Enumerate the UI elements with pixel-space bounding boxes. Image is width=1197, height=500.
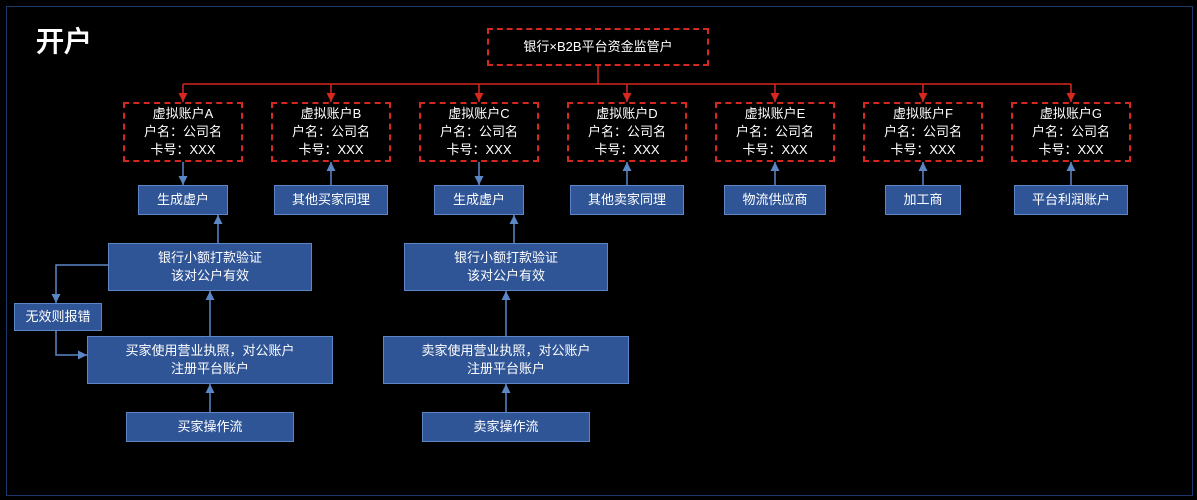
node-error: 无效则报错 xyxy=(14,303,102,331)
node-other_d: 其他卖家同理 xyxy=(570,185,684,215)
node-va_c: 虚拟账户C 户名：公司名 卡号：XXX xyxy=(419,102,539,162)
node-va_e: 虚拟账户E 户名：公司名 卡号：XXX xyxy=(715,102,835,162)
page-title: 开户 xyxy=(36,20,92,60)
node-va_b: 虚拟账户B 户名：公司名 卡号：XXX xyxy=(271,102,391,162)
node-processor: 加工商 xyxy=(885,185,961,215)
node-va_a: 虚拟账户A 户名：公司名 卡号：XXX xyxy=(123,102,243,162)
node-verify1: 银行小额打款验证 该对公户有效 xyxy=(108,243,312,291)
node-gen_c: 生成虚户 xyxy=(434,185,524,215)
node-va_f: 虚拟账户F 户名：公司名 卡号：XXX xyxy=(863,102,983,162)
node-va_g: 虚拟账户G 户名：公司名 卡号：XXX xyxy=(1011,102,1131,162)
node-gen_a: 生成虚户 xyxy=(138,185,228,215)
node-root: 银行×B2B平台资金监管户 xyxy=(487,28,709,66)
node-va_d: 虚拟账户D 户名：公司名 卡号：XXX xyxy=(567,102,687,162)
node-opflow1: 买家操作流 xyxy=(126,412,294,442)
node-opflow2: 卖家操作流 xyxy=(422,412,590,442)
node-verify2: 银行小额打款验证 该对公户有效 xyxy=(404,243,608,291)
node-other_b: 其他买家同理 xyxy=(274,185,388,215)
node-register2: 卖家使用营业执照，对公账户 注册平台账户 xyxy=(383,336,629,384)
node-register1: 买家使用营业执照，对公账户 注册平台账户 xyxy=(87,336,333,384)
node-supplier: 物流供应商 xyxy=(724,185,826,215)
node-profit: 平台利润账户 xyxy=(1014,185,1128,215)
